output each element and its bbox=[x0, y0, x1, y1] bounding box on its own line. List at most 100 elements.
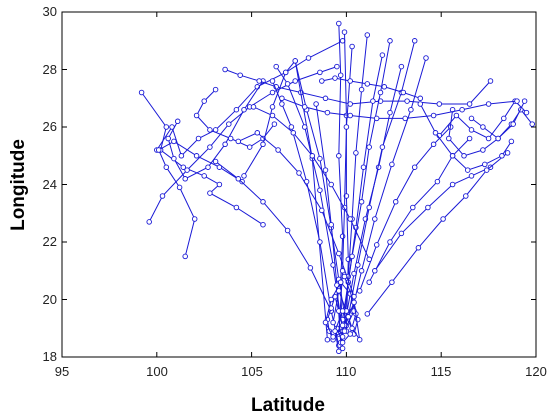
track-point bbox=[184, 167, 190, 173]
track-point bbox=[353, 150, 359, 156]
track-point bbox=[360, 164, 367, 170]
track-point bbox=[423, 55, 429, 61]
track-point bbox=[487, 78, 494, 84]
track-point bbox=[499, 153, 505, 159]
y-axis-title: Longitude bbox=[8, 139, 29, 231]
track-line-11 bbox=[294, 60, 347, 326]
track-point bbox=[343, 124, 350, 130]
track-point bbox=[358, 199, 365, 205]
track-point bbox=[377, 89, 384, 96]
track-point bbox=[171, 155, 177, 162]
x-tick-label: 115 bbox=[431, 364, 452, 379]
track-line-20 bbox=[347, 40, 416, 317]
track-point bbox=[212, 158, 219, 165]
track-point bbox=[191, 216, 198, 222]
track-point bbox=[381, 84, 388, 90]
track-point bbox=[495, 135, 501, 142]
track-point bbox=[453, 112, 460, 119]
track-point bbox=[328, 221, 334, 228]
track-point bbox=[222, 66, 228, 73]
track-point bbox=[485, 135, 492, 142]
track-point bbox=[269, 104, 276, 110]
track-point bbox=[165, 135, 171, 142]
track-point bbox=[282, 69, 289, 76]
track-point bbox=[279, 101, 285, 107]
track-point bbox=[260, 141, 266, 148]
track-point bbox=[328, 296, 334, 303]
track-point bbox=[324, 336, 331, 343]
plot-area-frame bbox=[61, 11, 537, 358]
track-point bbox=[529, 121, 535, 127]
track-point bbox=[339, 233, 346, 240]
track-point bbox=[501, 115, 507, 122]
track-point bbox=[425, 204, 431, 211]
y-tick-label: 18 bbox=[43, 349, 57, 364]
track-point bbox=[402, 115, 408, 122]
track-point bbox=[347, 78, 353, 84]
y-tick-label: 26 bbox=[43, 119, 57, 134]
track-point bbox=[387, 239, 393, 245]
track-point bbox=[319, 78, 325, 84]
track-point bbox=[260, 221, 266, 228]
x-tick-label: 120 bbox=[525, 364, 547, 379]
track-point bbox=[508, 138, 515, 145]
track-line-26 bbox=[438, 100, 527, 140]
track-point bbox=[347, 331, 353, 337]
track-point bbox=[317, 69, 323, 76]
track-point bbox=[227, 135, 234, 142]
track-point bbox=[364, 32, 371, 38]
track-point bbox=[241, 106, 247, 113]
track-line-10 bbox=[275, 66, 344, 332]
track-point bbox=[347, 216, 353, 222]
track-point bbox=[235, 138, 242, 145]
track-point bbox=[163, 124, 170, 130]
track-point bbox=[317, 239, 323, 245]
track-point bbox=[233, 106, 240, 113]
track-point bbox=[292, 58, 298, 64]
track-point bbox=[400, 89, 407, 96]
track-point bbox=[436, 101, 443, 107]
track-point bbox=[337, 279, 344, 285]
track-point bbox=[379, 52, 386, 58]
track-point bbox=[366, 144, 372, 150]
track-point bbox=[387, 109, 393, 116]
track-line-31 bbox=[253, 106, 370, 260]
track-point bbox=[284, 227, 291, 234]
track-point bbox=[410, 204, 416, 211]
track-point bbox=[246, 144, 253, 150]
track-point bbox=[417, 95, 424, 102]
track-point bbox=[358, 86, 365, 93]
track-point bbox=[305, 55, 312, 61]
track-line-12 bbox=[315, 103, 342, 343]
track-point bbox=[411, 38, 418, 44]
track-point bbox=[461, 153, 467, 159]
track-point bbox=[271, 121, 278, 127]
track-point bbox=[463, 193, 469, 199]
track-point bbox=[366, 204, 372, 211]
track-point bbox=[373, 242, 380, 248]
track-point bbox=[349, 253, 355, 260]
track-point bbox=[358, 268, 365, 274]
x-tick-label: 110 bbox=[336, 364, 357, 379]
track-point bbox=[339, 322, 346, 329]
y-tick-label: 28 bbox=[43, 62, 57, 77]
track-point bbox=[464, 167, 471, 173]
track-point bbox=[404, 98, 410, 104]
track-point bbox=[301, 124, 308, 130]
track-point bbox=[138, 89, 145, 96]
track-point bbox=[415, 245, 422, 251]
track-point bbox=[339, 308, 346, 314]
x-tick-label: 105 bbox=[241, 364, 263, 379]
track-point bbox=[269, 112, 276, 119]
x-tick-label: 95 bbox=[55, 364, 69, 379]
track-point bbox=[387, 38, 393, 44]
track-point bbox=[319, 207, 325, 214]
track-point bbox=[279, 95, 285, 102]
track-point bbox=[341, 273, 348, 280]
track-point bbox=[480, 124, 486, 130]
track-line-33 bbox=[215, 161, 332, 312]
track-point bbox=[449, 153, 456, 159]
track-point bbox=[389, 161, 395, 168]
track-point bbox=[366, 279, 372, 285]
